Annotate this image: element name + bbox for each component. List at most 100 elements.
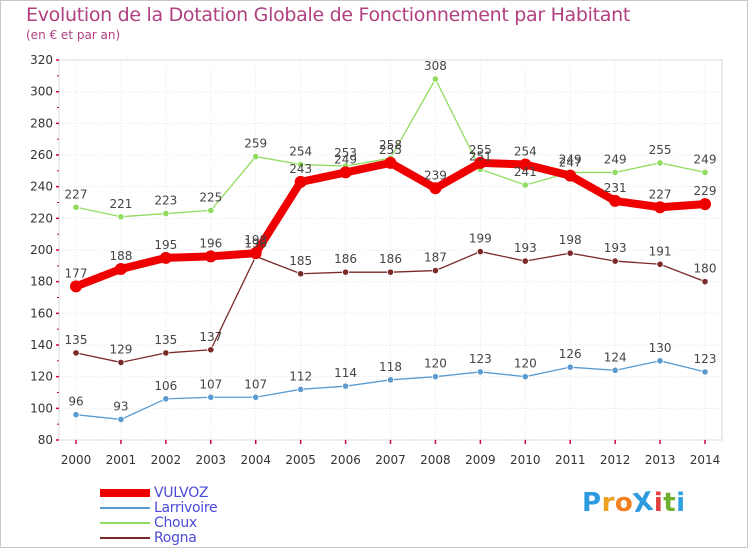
data-label-choux: 255 — [649, 143, 672, 157]
x-tick-label: 2014 — [690, 453, 721, 467]
x-tick-label: 2004 — [240, 453, 271, 467]
y-tick-label: 260 — [30, 148, 53, 162]
data-point-rogna — [476, 247, 484, 256]
data-point-rogna — [341, 268, 350, 276]
x-tick-label: 2009 — [465, 453, 496, 467]
data-point-rogna — [117, 358, 125, 367]
data-label-choux: 249 — [694, 152, 717, 166]
data-label-larrivoire: 107 — [244, 377, 267, 391]
data-label-choux: 241 — [514, 165, 537, 179]
data-point-rogna — [521, 257, 529, 265]
chart-subtitle: (en € et par an) — [26, 28, 121, 42]
logo-letter: P — [582, 488, 602, 518]
data-point-vulvoz — [384, 156, 397, 169]
data-point-vulvoz — [159, 251, 172, 264]
data-point-choux — [521, 181, 529, 189]
data-point-larrivoire — [72, 411, 80, 419]
data-label-larrivoire: 120 — [514, 357, 537, 371]
data-point-choux — [431, 75, 440, 83]
legend-swatch — [100, 489, 150, 497]
data-point-choux — [701, 168, 709, 177]
axes: 80 100 120 140 160 180 200 220 240 260 280 300 320 20… — [30, 53, 720, 467]
data-label-rogna: 135 — [154, 333, 177, 347]
legend-swatch — [100, 522, 150, 524]
data-label-rogna: 193 — [514, 241, 537, 255]
series-larrivoire — [72, 357, 709, 424]
data-label-rogna: 198 — [559, 233, 582, 247]
x-tick-label: 2002 — [151, 453, 182, 467]
y-tick-label: 220 — [30, 211, 53, 225]
data-label-larrivoire: 107 — [199, 377, 222, 391]
data-label-vulvoz: 227 — [649, 187, 672, 201]
data-point-vulvoz — [70, 280, 82, 293]
data-label-vulvoz: 243 — [289, 162, 312, 176]
data-point-larrivoire — [566, 363, 574, 371]
data-labels: 135 129 135 137 196 185 186 186 187 199 193 198 193 1… — [65, 59, 717, 413]
data-point-rogna — [72, 349, 80, 357]
chart-title: Evolution de la Dotation Globale de Fonc… — [26, 4, 631, 26]
data-label-rogna: 199 — [469, 232, 492, 246]
data-point-choux — [297, 160, 305, 169]
x-tick-label: 2000 — [61, 453, 92, 467]
data-point-vulvoz — [294, 175, 307, 188]
data-point-rogna — [701, 278, 709, 286]
data-label-choux: 223 — [154, 194, 177, 208]
data-point-choux — [162, 209, 170, 218]
data-label-rogna: 185 — [289, 254, 312, 268]
data-label-rogna: 191 — [649, 244, 672, 258]
y-tick-label: 240 — [30, 180, 53, 194]
data-label-vulvoz: 255 — [469, 143, 492, 157]
proxiti-logo: ProXiti — [582, 487, 686, 520]
x-tick-label: 2006 — [330, 453, 361, 467]
data-point-vulvoz — [339, 166, 352, 179]
data-point-vulvoz — [519, 158, 532, 171]
data-point-choux — [72, 203, 80, 211]
legend-label: Choux — [154, 515, 197, 531]
data-point-choux — [611, 168, 619, 177]
data-point-vulvoz — [249, 247, 262, 260]
data-label-choux: 254 — [289, 145, 312, 159]
y-tick-label: 160 — [30, 306, 53, 320]
data-point-vulvoz — [474, 156, 487, 169]
data-label-larrivoire: 123 — [694, 352, 717, 366]
y-tick-label: 100 — [30, 401, 53, 415]
data-point-larrivoire — [117, 415, 125, 424]
data-point-vulvoz — [564, 169, 577, 182]
y-tick-label: 140 — [30, 338, 53, 352]
data-label-larrivoire: 93 — [113, 399, 128, 413]
data-label-vulvoz: 231 — [604, 181, 627, 195]
data-label-vulvoz: 254 — [514, 145, 537, 159]
data-point-larrivoire — [656, 357, 664, 365]
data-point-vulvoz — [204, 250, 217, 263]
data-label-vulvoz: 239 — [424, 168, 447, 182]
data-label-larrivoire: 106 — [154, 379, 177, 393]
data-label-choux: 225 — [199, 190, 222, 204]
data-label-choux: 259 — [244, 137, 267, 151]
data-label-larrivoire: 130 — [649, 341, 672, 355]
data-label-larrivoire: 112 — [289, 369, 312, 383]
data-point-rogna — [207, 346, 215, 354]
data-point-choux — [656, 159, 664, 167]
y-tick-label: 180 — [30, 275, 53, 289]
legend-label: VULVOZ — [154, 485, 209, 501]
data-label-choux: 251 — [469, 149, 492, 163]
legend-swatch — [100, 537, 150, 539]
data-point-rogna — [431, 266, 440, 275]
data-point-rogna — [656, 260, 664, 268]
y-tick-label: 280 — [30, 116, 53, 130]
data-point-larrivoire — [162, 395, 170, 403]
data-point-vulvoz — [654, 201, 667, 214]
data-label-rogna: 137 — [199, 330, 222, 344]
x-tick-label: 2001 — [106, 453, 137, 467]
data-point-larrivoire — [252, 393, 260, 401]
data-label-vulvoz: 255 — [379, 143, 402, 157]
data-label-rogna: 187 — [424, 251, 447, 265]
data-label-vulvoz: 247 — [559, 156, 582, 170]
y-tick-label: 120 — [30, 370, 53, 384]
data-label-larrivoire: 118 — [379, 360, 402, 374]
data-label-vulvoz: 188 — [109, 249, 132, 263]
data-point-choux — [207, 206, 215, 215]
data-label-larrivoire: 123 — [469, 352, 492, 366]
data-point-choux — [117, 213, 125, 221]
